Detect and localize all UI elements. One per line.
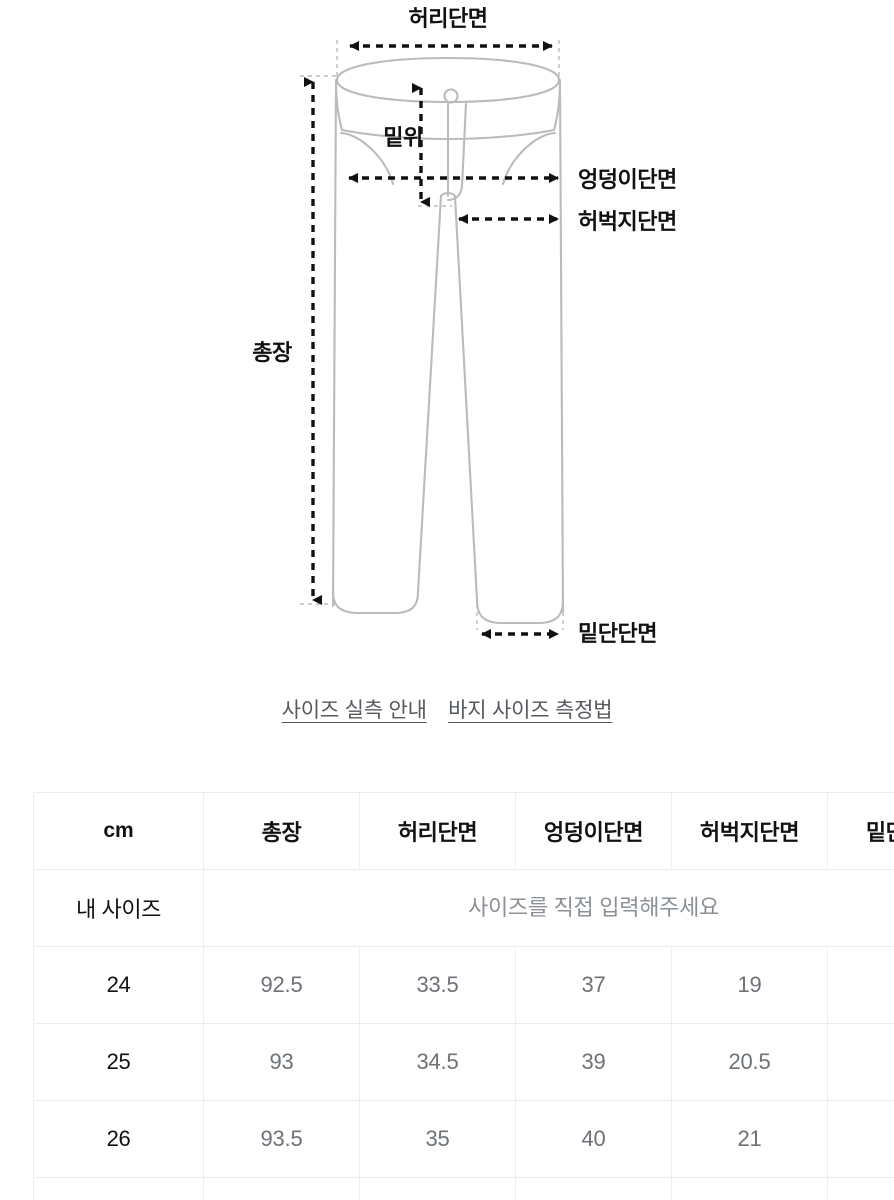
cell-waist (359, 1177, 516, 1200)
cell-hem (827, 946, 894, 1024)
cell-hem (827, 1100, 894, 1178)
size-table-container: cm 총장 허리단면 엉덩이단면 허벅지단면 밑단단면 내 사이즈 24 (33, 792, 894, 1200)
my-size-input-cell[interactable] (203, 869, 894, 947)
header-hem: 밑단단면 (827, 792, 894, 870)
my-size-label: 내 사이즈 (33, 869, 204, 947)
cell-thigh: 21 (671, 1100, 828, 1178)
table-row (33, 1177, 894, 1200)
cell-waist: 35 (359, 1100, 516, 1178)
row-size-label (33, 1177, 204, 1200)
header-hip: 엉덩이단면 (515, 792, 672, 870)
my-size-row: 내 사이즈 (33, 869, 894, 947)
table-row: 24 92.5 33.5 37 19 (33, 946, 894, 1024)
cell-hip: 37 (515, 946, 672, 1024)
row-size-label: 26 (33, 1100, 204, 1178)
header-waist: 허리단면 (359, 792, 516, 870)
size-guide-link[interactable]: 사이즈 실측 안내 (281, 699, 427, 722)
label-waist: 허리단면 (409, 6, 488, 31)
header-thigh: 허벅지단면 (671, 792, 828, 870)
table-row: 25 93 34.5 39 20.5 (33, 1023, 894, 1101)
pants-measure-guide-link[interactable]: 바지 사이즈 측정법 (448, 699, 613, 722)
cell-total-length: 93.5 (203, 1100, 360, 1178)
pants-outline (331, 56, 565, 625)
label-hip: 엉덩이단면 (578, 167, 677, 192)
table-header-row: cm 총장 허리단면 엉덩이단면 허벅지단면 밑단단면 (33, 792, 894, 870)
row-size-label: 24 (33, 946, 204, 1024)
cell-hip (515, 1177, 672, 1200)
my-size-input[interactable] (208, 870, 894, 946)
cell-hem (827, 1177, 894, 1200)
cell-hem (827, 1023, 894, 1101)
pants-measurement-diagram: 허리단면 밑위 엉덩이단면 허벅지단면 총장 밑단단면 (252, 6, 677, 646)
row-size-label: 25 (33, 1023, 204, 1101)
cell-hip: 40 (515, 1100, 672, 1178)
cell-thigh: 20.5 (671, 1023, 828, 1101)
label-hem: 밑단단면 (578, 621, 657, 646)
label-rise: 밑위 (383, 125, 422, 150)
cell-waist: 33.5 (359, 946, 516, 1024)
cell-total-length: 92.5 (203, 946, 360, 1024)
cell-total-length (203, 1177, 360, 1200)
cell-thigh: 19 (671, 946, 828, 1024)
cell-waist: 34.5 (359, 1023, 516, 1101)
label-thigh: 허벅지단면 (578, 209, 677, 234)
guide-links: 사이즈 실측 안내 바지 사이즈 측정법 (0, 694, 894, 724)
cell-hip: 39 (515, 1023, 672, 1101)
size-table: cm 총장 허리단면 엉덩이단면 허벅지단면 밑단단면 내 사이즈 24 (33, 792, 894, 1200)
cell-total-length: 93 (203, 1023, 360, 1101)
header-unit: cm (33, 792, 204, 870)
header-total-length: 총장 (203, 792, 360, 870)
label-total-length: 총장 (252, 340, 292, 365)
table-row: 26 93.5 35 40 21 (33, 1100, 894, 1178)
cell-thigh (671, 1177, 828, 1200)
